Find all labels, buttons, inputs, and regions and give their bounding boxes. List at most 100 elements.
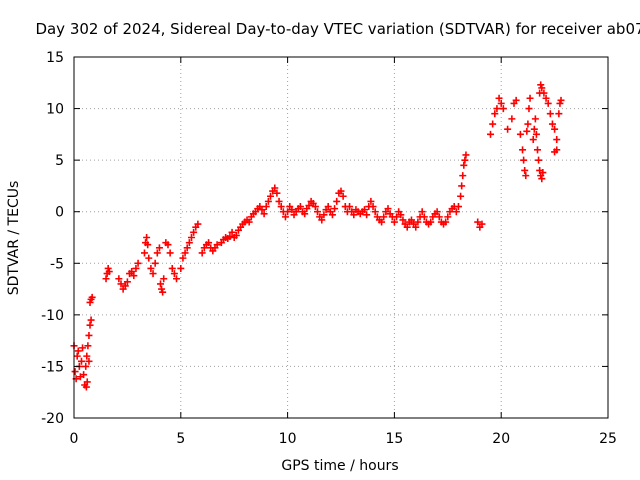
data-point [273,189,281,197]
data-point [535,156,543,164]
data-point [147,264,155,272]
data-point [177,264,185,272]
data-point [314,208,322,216]
data-point [164,241,172,249]
y-tick-label: 15 [46,50,64,66]
data-point [128,268,136,276]
data-point [491,110,499,118]
data-point [526,94,534,102]
data-point [132,264,140,272]
axis-ticks: 0 5 10 15 20 25 -20 -15 -10 -5 0 5 10 15 [41,50,617,447]
data-point [444,213,452,221]
data-point [105,268,113,276]
data-point [73,352,81,360]
data-point [85,357,93,365]
x-axis-label: GPS time / hours [281,458,398,474]
data-point [378,218,386,226]
data-point [117,280,125,288]
data-point [170,270,178,278]
data-point [412,223,420,231]
data-point [457,192,465,200]
data-point [82,383,90,391]
data-point [420,213,428,221]
chart-title: Day 302 of 2024, Sidereal Day-to-day VTE… [35,20,640,38]
data-point [123,278,131,286]
data-point [83,378,91,386]
data-point [277,203,285,211]
data-point [504,125,512,133]
data-point [350,211,358,219]
data-point [168,264,176,272]
data-point [264,197,272,205]
data-point [296,203,304,211]
data-point [397,211,405,219]
data-point [187,234,195,241]
data-point [267,192,275,200]
y-tick-label: 0 [55,205,64,221]
data-point [145,254,153,262]
data-point [87,316,95,324]
data-point [371,208,379,216]
data-point [459,172,467,180]
data-point [258,206,266,214]
data-point [179,254,187,262]
data-point [519,146,527,154]
data-point [452,208,460,216]
data-point [493,105,501,113]
data-point [346,203,354,211]
data-point [474,218,482,226]
data-point [226,232,234,240]
data-point [360,206,368,214]
data-point [497,99,505,107]
data-point [198,249,206,257]
data-point [521,166,529,174]
data-points [70,81,565,391]
data-point [130,272,138,280]
data-point [84,342,92,350]
data-point [460,161,468,169]
data-point [478,220,486,228]
data-point [542,94,550,102]
data-point [83,352,91,360]
data-point [185,239,193,247]
data-point [115,275,123,283]
x-tick-label: 15 [385,431,403,447]
data-point [151,259,159,267]
data-point [74,347,82,355]
data-point [77,357,85,365]
data-point [534,146,542,154]
y-axis-label: SDTVAR / TECUs [6,181,22,296]
data-point [288,206,296,214]
data-point [369,203,377,211]
data-point [324,203,332,211]
data-point [245,218,253,226]
data-point [86,321,94,329]
data-point [232,231,240,239]
y-tick-label: -20 [41,411,64,427]
data-point [260,210,268,218]
data-point [228,228,236,236]
data-point [516,130,524,138]
data-point [367,197,375,205]
data-point [153,249,161,257]
data-point [540,89,548,97]
data-point [82,362,90,370]
data-point [525,105,533,113]
data-point [393,213,401,221]
data-point [213,241,221,249]
data-point [414,218,422,226]
x-tick-label: 5 [176,431,185,447]
data-point [380,213,388,221]
data-point [487,130,495,138]
data-point [544,99,552,107]
data-point [88,293,96,301]
data-point [531,115,539,123]
data-point [553,146,561,154]
grid [74,57,608,418]
data-point [284,208,292,216]
data-point [331,205,339,213]
data-point [454,203,462,211]
data-point [275,197,283,205]
data-point [183,244,191,252]
data-point [134,259,142,267]
